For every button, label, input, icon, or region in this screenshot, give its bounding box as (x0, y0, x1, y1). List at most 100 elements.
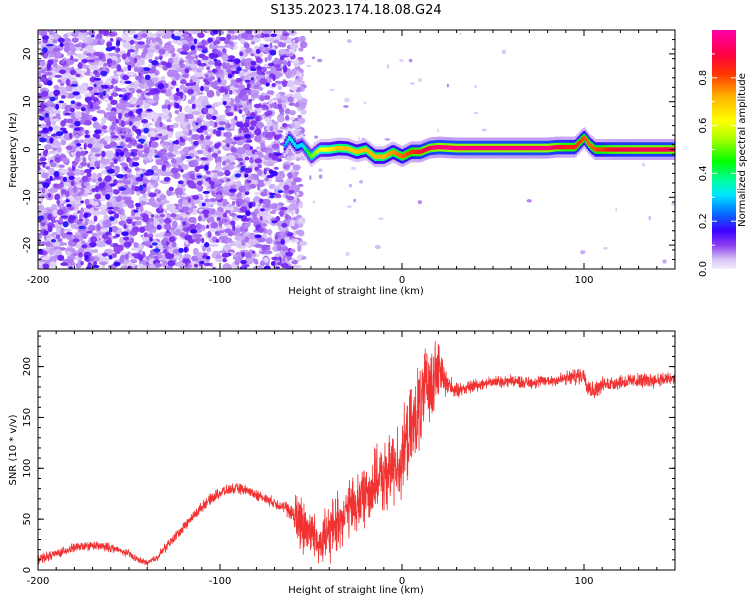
heatmap-noise-cell (52, 147, 58, 151)
heatmap-noise-cell (156, 30, 165, 34)
heatmap-noise-cell (69, 69, 77, 75)
heatmap-noise-cell (131, 152, 135, 156)
heatmap-noise-cell (215, 116, 224, 123)
heatmap-noise-cell (239, 51, 244, 57)
heatmap-noise-cell (241, 264, 250, 268)
heatmap-noise-cell (278, 48, 288, 55)
heatmap-noise-cell (120, 135, 126, 139)
heatmap-noise-cell (70, 55, 74, 61)
heatmap-noise-cell (78, 191, 85, 195)
heatmap-noise-cell (74, 195, 83, 201)
heatmap-noise-cell (219, 230, 225, 234)
heatmap-noise-cell (231, 141, 238, 145)
heatmap-noise-cell (49, 261, 57, 268)
heatmap-noise-cell (96, 231, 104, 236)
heatmap-noise-cell (52, 32, 60, 40)
heatmap-noise-cell (55, 234, 61, 240)
heatmap-noise-cell (215, 231, 220, 235)
heatmap-noise-cell (94, 161, 101, 167)
heatmap-noise-cell (82, 233, 88, 240)
heatmap-noise-cell (45, 166, 51, 170)
heatmap-noise-cell (197, 60, 202, 67)
heatmap-sparse-cell (615, 207, 618, 212)
heatmap-noise-cell (150, 141, 159, 148)
heatmap-noise-cell (245, 196, 251, 201)
heatmap-noise-cell (94, 142, 100, 149)
heatmap-noise-cell (231, 200, 236, 206)
heatmap-noise-cell (185, 55, 196, 60)
heatmap-noise-cell (106, 58, 113, 65)
heatmap-sparse-cell (291, 238, 295, 241)
heatmap-noise-cell (126, 174, 132, 179)
heatmap-noise-cell (163, 223, 172, 231)
heatmap-noise-cell (87, 86, 94, 91)
heatmap-noise-cell (248, 232, 257, 240)
heatmap-noise-cell (237, 104, 243, 109)
heatmap-noise-cell (171, 33, 175, 39)
heatmap-noise-cell (112, 206, 120, 211)
heatmap-noise-cell (257, 155, 263, 159)
heatmap-noise-cell (94, 153, 102, 157)
heatmap-noise-cell (275, 67, 283, 71)
heatmap-noise-cell (84, 120, 92, 126)
heatmap-noise-cell (180, 168, 184, 173)
heatmap-noise-cell (182, 74, 189, 78)
heatmap-noise-cell (196, 223, 202, 230)
heatmap-sparse-cell (357, 136, 360, 141)
heatmap-noise-cell (249, 183, 257, 189)
heatmap-noise-cell (269, 49, 277, 56)
heatmap-noise-cell (264, 111, 271, 117)
heatmap-noise-cell (175, 102, 180, 109)
heatmap-noise-cell (154, 137, 159, 141)
heatmap-sparse-cell (299, 254, 305, 257)
heatmap-noise-cell (217, 149, 222, 155)
heatmap-noise-cell (72, 91, 80, 96)
heatmap-noise-cell (300, 109, 307, 115)
heatmap-noise-cell (269, 42, 273, 49)
heatmap-noise-cell (222, 93, 230, 98)
heatmap-noise-cell (174, 115, 185, 123)
heatmap-noise-cell (219, 250, 228, 254)
heatmap-noise-cell (74, 111, 83, 119)
heatmap-noise-cell (196, 180, 203, 186)
heatmap-noise-cell (276, 245, 282, 251)
heatmap-noise-cell (52, 38, 58, 44)
heatmap-noise-cell (49, 175, 53, 181)
heatmap-noise-cell (62, 176, 68, 183)
heatmap-noise-cell (142, 122, 151, 129)
heatmap-noise-cell (102, 90, 107, 97)
heatmap-noise-cell (154, 262, 162, 268)
heatmap-noise-cell (233, 170, 238, 175)
heatmap-noise-cell (224, 169, 231, 177)
heatmap-noise-cell (124, 58, 131, 63)
heatmap-noise-cell (250, 41, 256, 45)
heatmap-noise-cell (274, 57, 279, 63)
heatmap-noise-cell (226, 143, 230, 148)
heatmap-sparse-cell (353, 198, 356, 203)
heatmap-noise-cell (215, 129, 222, 137)
heatmap-noise-cell (253, 265, 263, 269)
heatmap-noise-cell (83, 221, 89, 226)
heatmap-noise-cell (102, 220, 109, 225)
heatmap-noise-cell (65, 250, 72, 256)
heatmap-noise-cell (176, 261, 183, 267)
heatmap-noise-cell (201, 237, 205, 244)
heatmap-noise-cell (259, 43, 265, 48)
heatmap-noise-cell (91, 210, 101, 216)
heatmap-noise-cell (255, 48, 261, 55)
heatmap-noise-cell (89, 241, 97, 248)
heatmap-noise-cell (115, 151, 120, 157)
heatmap-noise-cell (242, 94, 249, 101)
heatmap-sparse-cell (297, 72, 303, 78)
heatmap-noise-cell (234, 173, 242, 178)
heatmap-sparse-cell (641, 162, 646, 167)
heatmap-noise-cell (252, 201, 256, 208)
heatmap-sparse-cell (292, 39, 296, 43)
heatmap-noise-cell (240, 259, 248, 265)
heatmap-noise-cell (40, 161, 47, 165)
heatmap-noise-cell (87, 59, 95, 63)
heatmap-noise-cell (185, 155, 192, 160)
heatmap-noise-cell (163, 142, 173, 146)
x-tick-label: 100 (574, 275, 593, 286)
heatmap-noise-cell (244, 87, 251, 91)
